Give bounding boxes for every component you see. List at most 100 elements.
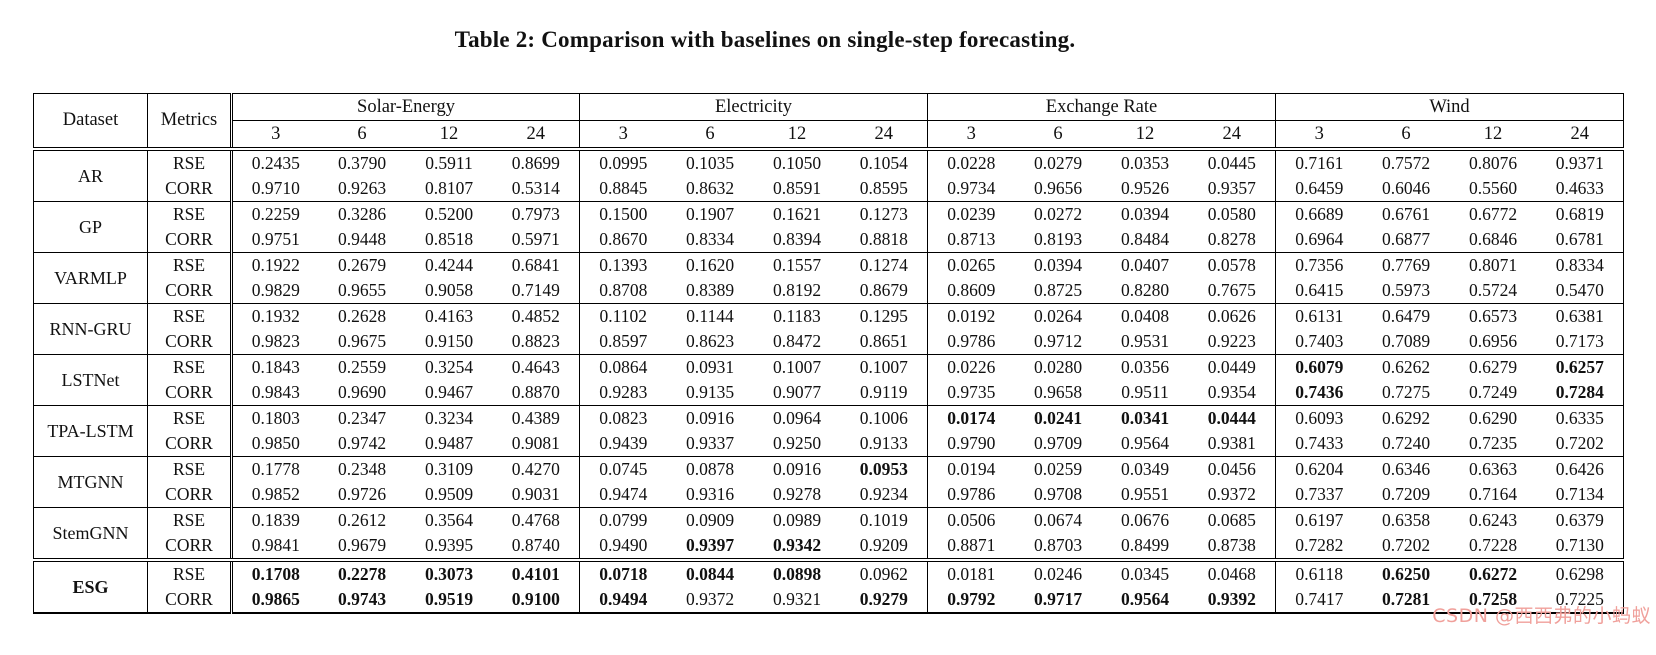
value-cell: 0.9490: [579, 533, 667, 560]
value-cell: 0.7134: [1555, 484, 1604, 504]
value-cell: 0.8845: [579, 176, 667, 202]
value-cell: 0.0280: [1014, 354, 1102, 380]
value-cell: 0.6243: [1449, 507, 1537, 533]
model-name-cell: GP: [33, 201, 148, 253]
value-cell: 0.0449: [1188, 354, 1276, 380]
value-cell: 0.9395: [424, 535, 474, 555]
value-cell: 0.1932: [230, 303, 319, 329]
value-cell: 0.8076: [1449, 147, 1537, 176]
value-cell: 0.1007: [840, 354, 928, 380]
value-cell: 0.0394: [1101, 201, 1189, 227]
value-cell: 0.0989: [753, 507, 841, 533]
value-cell: 0.9342: [772, 535, 822, 555]
value-cell: 0.8591: [772, 178, 822, 198]
value-cell: 0.9551: [1120, 484, 1170, 504]
value-cell: 0.9829: [230, 278, 319, 304]
value-cell: 0.6262: [1362, 354, 1450, 380]
value-cell: 0.3234: [405, 405, 493, 431]
value-cell: 0.7235: [1468, 433, 1518, 453]
horizon-header: 6: [357, 123, 367, 144]
value-cell: 0.6363: [1449, 456, 1537, 482]
value-cell: 0.8823: [511, 331, 560, 351]
value-cell: 0.8725: [1033, 280, 1083, 300]
horizon-header: 12: [439, 123, 459, 144]
value-cell: 0.8708: [579, 278, 667, 304]
value-cell: 0.9279: [859, 589, 908, 609]
data-row: AR RSE 0.2435 0.3790 0.5911 0.8699 0.0995 0.103…: [33, 147, 1624, 202]
value-cell: 0.0626: [1188, 303, 1276, 329]
value-cell: 0.6131: [1275, 303, 1363, 329]
value-cell: 0.0407: [1101, 252, 1189, 278]
value-cell: 0.9321: [772, 589, 822, 609]
value-cell: 0.9564: [1120, 433, 1170, 453]
data-row: StemGNN RSE 0.1839 0.2612 0.3564 0.4768 0.0799…: [33, 507, 1624, 560]
data-row: CORR 0.9852 0.9726 0.9509 0.9031 0.9474 0.9316…: [34, 482, 1624, 508]
horizon-header: 3: [579, 120, 667, 149]
value-cell: 0.0468: [1188, 558, 1276, 587]
metric-label: RSE: [147, 456, 232, 482]
value-cell: 0.9371: [1536, 147, 1624, 176]
value-cell: 0.9474: [579, 482, 667, 508]
value-cell: 0.6046: [1381, 178, 1431, 198]
value-cell: 0.1708: [230, 558, 319, 587]
data-row: CORR 0.9823 0.9675 0.9150 0.8823 0.8597 0.8623…: [34, 329, 1624, 355]
value-cell: 0.9710: [230, 176, 319, 202]
value-cell: 0.1393: [579, 252, 667, 278]
metric-label: CORR: [147, 533, 232, 560]
value-cell: 0.6761: [1362, 201, 1450, 227]
value-cell: 0.6298: [1536, 558, 1624, 587]
value-cell: 0.9119: [860, 382, 908, 402]
value-cell: 0.6956: [1468, 331, 1518, 351]
value-cell: 0.9250: [772, 433, 822, 453]
value-cell: 0.8389: [685, 280, 735, 300]
value-cell: 0.6479: [1362, 303, 1450, 329]
value-cell: 0.7258: [1468, 589, 1518, 609]
value-cell: 0.8609: [927, 278, 1015, 304]
value-cell: 0.0228: [927, 147, 1015, 176]
value-cell: 0.9511: [1121, 382, 1169, 402]
value-cell: 0.7149: [511, 280, 560, 300]
value-cell: 0.6381: [1536, 303, 1624, 329]
value-cell: 0.9354: [1207, 382, 1256, 402]
value-cell: 0.6689: [1275, 201, 1363, 227]
value-cell: 0.0194: [927, 456, 1015, 482]
value-cell: 0.9742: [337, 433, 387, 453]
value-cell: 0.9679: [337, 535, 387, 555]
metric-label: CORR: [147, 278, 232, 304]
value-cell: 0.9509: [424, 484, 474, 504]
value-cell: 0.6292: [1362, 405, 1450, 431]
data-row: GP RSE 0.2259 0.3286 0.5200 0.7973 0.1500 0.190…: [33, 201, 1624, 253]
watermark: CSDN @西西弗的小蚂蚁: [1432, 605, 1651, 627]
model-name-cell: RNN-GRU: [33, 303, 148, 355]
value-cell: 0.6426: [1536, 456, 1624, 482]
value-cell: 0.0898: [753, 558, 841, 587]
value-cell: 0.8071: [1449, 252, 1537, 278]
value-cell: 0.1050: [753, 147, 841, 176]
value-cell: 0.2612: [318, 507, 406, 533]
value-cell: 0.7356: [1275, 252, 1363, 278]
metric-label: RSE: [147, 507, 232, 533]
value-cell: 0.0676: [1101, 507, 1189, 533]
data-row: CORR 0.9843 0.9690 0.9467 0.8870 0.9283 0.9135…: [34, 380, 1624, 406]
metric-label: RSE: [147, 147, 232, 176]
value-cell: 0.7161: [1275, 147, 1363, 176]
value-cell: 0.0239: [927, 201, 1015, 227]
value-cell: 0.8518: [424, 229, 474, 249]
value-cell: 0.4389: [492, 405, 580, 431]
value-cell: 0.9100: [511, 589, 560, 609]
value-cell: 0.6379: [1536, 507, 1624, 533]
value-cell: 0.3286: [318, 201, 406, 227]
value-cell: 0.2259: [230, 201, 319, 227]
value-cell: 0.7337: [1275, 482, 1363, 508]
value-cell: 0.0909: [666, 507, 754, 533]
value-cell: 0.9734: [927, 176, 1015, 202]
value-cell: 0.8870: [511, 382, 560, 402]
value-cell: 0.4163: [405, 303, 493, 329]
model-name-cell: LSTNet: [33, 354, 148, 406]
data-row: CORR 0.9865 0.9743 0.9519 0.9100 0.9494 0.9372…: [34, 587, 1624, 613]
metric-label: RSE: [147, 354, 232, 380]
horizon-header: 6: [705, 123, 715, 144]
data-row: CORR 0.9841 0.9679 0.9395 0.8740 0.9490 0.9397…: [34, 533, 1624, 560]
value-cell: 0.4101: [492, 558, 580, 587]
value-cell: 0.1274: [840, 252, 928, 278]
